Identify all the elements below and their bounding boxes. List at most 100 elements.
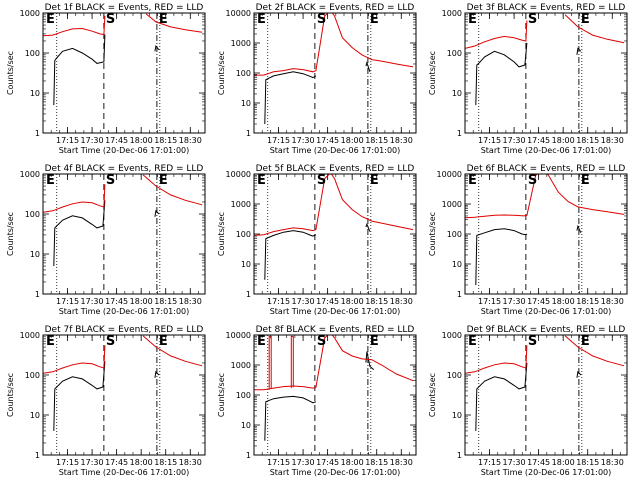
- x-tick-label: 17:30: [292, 458, 315, 467]
- y-tick-label: 10: [452, 89, 462, 98]
- interval-marker: E: [159, 12, 168, 27]
- x-tick-label: 18:30: [601, 458, 624, 467]
- lld-series-line: [43, 15, 106, 37]
- lld-series-line: [268, 335, 272, 390]
- y-tick-label: 10: [452, 260, 462, 269]
- x-tick-label: 18:00: [341, 136, 364, 145]
- interval-marker: S: [317, 334, 326, 349]
- y-tick-label: 1000: [231, 39, 251, 48]
- x-tick-label: 17:45: [316, 136, 339, 145]
- x-tick-label: 17:15: [56, 458, 79, 467]
- x-tick-label: 18:30: [601, 297, 624, 306]
- x-tick-label: 17:30: [292, 297, 315, 306]
- interval-marker: E: [468, 173, 477, 188]
- lld-series-line: [254, 13, 335, 76]
- x-tick-label: 18:15: [154, 458, 177, 467]
- x-axis-label: Start Time (20-Dec-06 17:01:00): [59, 468, 190, 477]
- x-tick-label: 17:30: [81, 458, 104, 467]
- y-tick-label: 100: [25, 371, 40, 380]
- y-tick-label: 1000: [442, 200, 462, 209]
- y-axis-label: Counts/sec: [6, 373, 15, 417]
- events-series-line: [154, 209, 160, 217]
- panel-det-7: Det 7f BLACK = Events, RED = LLD Counts/s…: [6, 325, 206, 477]
- x-tick-label: 18:30: [601, 136, 624, 145]
- x-tick-label: 18:30: [390, 297, 413, 306]
- interval-marker: E: [468, 334, 477, 349]
- interval-marker: E: [370, 173, 379, 188]
- lld-series-line: [43, 345, 106, 374]
- y-axis-label: Counts/sec: [6, 212, 15, 256]
- panel-title: Det 1f BLACK = Events, RED = LLD: [45, 3, 204, 13]
- events-series-line: [365, 61, 371, 72]
- lld-series-line: [254, 335, 335, 391]
- y-axis-label: Counts/sec: [428, 373, 437, 417]
- interval-marker: S: [528, 12, 537, 27]
- x-tick-label: 18:00: [130, 297, 153, 306]
- events-series-line: [576, 370, 582, 378]
- y-tick-label: 100: [236, 69, 251, 78]
- x-tick-label: 18:15: [154, 297, 177, 306]
- lld-series-line: [142, 335, 203, 367]
- lld-series-line: [548, 175, 625, 215]
- x-tick-label: 17:45: [105, 458, 128, 467]
- y-tick-label: 1: [457, 451, 462, 460]
- x-tick-label: 17:45: [527, 136, 550, 145]
- y-axis-label: Counts/sec: [428, 51, 437, 95]
- x-tick-label: 18:00: [130, 458, 153, 467]
- x-axis-label: Start Time (20-Dec-06 17:01:00): [270, 307, 401, 316]
- y-tick-label: 1: [457, 290, 462, 299]
- panel-det-5: Det 5f BLACK = Events, RED = LLD Counts/s…: [217, 164, 417, 316]
- x-tick-label: 17:45: [316, 458, 339, 467]
- y-tick-label: 1: [35, 290, 40, 299]
- y-tick-label: 100: [447, 230, 462, 239]
- panel-title: Det 6f BLACK = Events, RED = LLD: [467, 164, 626, 174]
- x-axis-label: Start Time (20-Dec-06 17:01:00): [59, 146, 190, 155]
- x-tick-label: 17:15: [267, 297, 290, 306]
- x-tick-label: 18:15: [365, 136, 388, 145]
- events-series-line: [53, 361, 106, 431]
- events-series-line: [53, 34, 106, 106]
- panel-title: Det 3f BLACK = Events, RED = LLD: [467, 3, 626, 13]
- interval-marker: S: [106, 334, 115, 349]
- lld-series-line: [334, 15, 414, 68]
- lld-series-line: [465, 20, 528, 49]
- y-tick-label: 1000: [20, 170, 40, 179]
- y-axis-label: Counts/sec: [217, 212, 226, 256]
- y-axis-label: Counts/sec: [6, 51, 15, 95]
- x-tick-label: 18:15: [576, 136, 599, 145]
- y-tick-label: 10: [30, 411, 40, 420]
- y-tick-label: 1000: [442, 331, 462, 340]
- panel-det-3: Det 3f BLACK = Events, RED = LLD Counts/s…: [428, 3, 628, 155]
- x-tick-label: 18:15: [365, 458, 388, 467]
- y-tick-label: 1: [35, 451, 40, 460]
- x-axis-label: Start Time (20-Dec-06 17:01:00): [270, 146, 401, 155]
- y-tick-label: 100: [25, 210, 40, 219]
- panel-det-8: Det 8f BLACK = Events, RED = LLD Counts/s…: [217, 325, 417, 477]
- y-tick-label: 100: [447, 371, 462, 380]
- y-tick-label: 1000: [231, 200, 251, 209]
- x-tick-label: 18:00: [130, 136, 153, 145]
- lld-series-line: [145, 13, 203, 33]
- interval-marker: E: [370, 334, 379, 349]
- y-tick-label: 1: [246, 129, 251, 138]
- y-tick-label: 1: [246, 290, 251, 299]
- x-tick-label: 18:00: [552, 297, 575, 306]
- plot-frame: [253, 334, 417, 456]
- x-tick-label: 17:15: [267, 136, 290, 145]
- lld-series-line: [254, 174, 335, 236]
- panel-title: Det 5f BLACK = Events, RED = LLD: [256, 164, 415, 174]
- x-tick-label: 18:30: [179, 297, 202, 306]
- lld-series-line: [465, 174, 549, 219]
- interval-marker: E: [257, 12, 266, 27]
- y-tick-label: 1000: [442, 9, 462, 18]
- plot-frame: [464, 334, 628, 456]
- y-tick-label: 1: [35, 129, 40, 138]
- events-series-line: [53, 200, 106, 267]
- x-tick-label: 18:30: [179, 136, 202, 145]
- y-tick-label: 100: [25, 49, 40, 58]
- x-tick-label: 18:00: [552, 458, 575, 467]
- x-tick-label: 17:15: [478, 458, 501, 467]
- x-tick-label: 17:30: [503, 136, 526, 145]
- x-tick-label: 17:45: [105, 297, 128, 306]
- interval-marker: E: [370, 12, 379, 27]
